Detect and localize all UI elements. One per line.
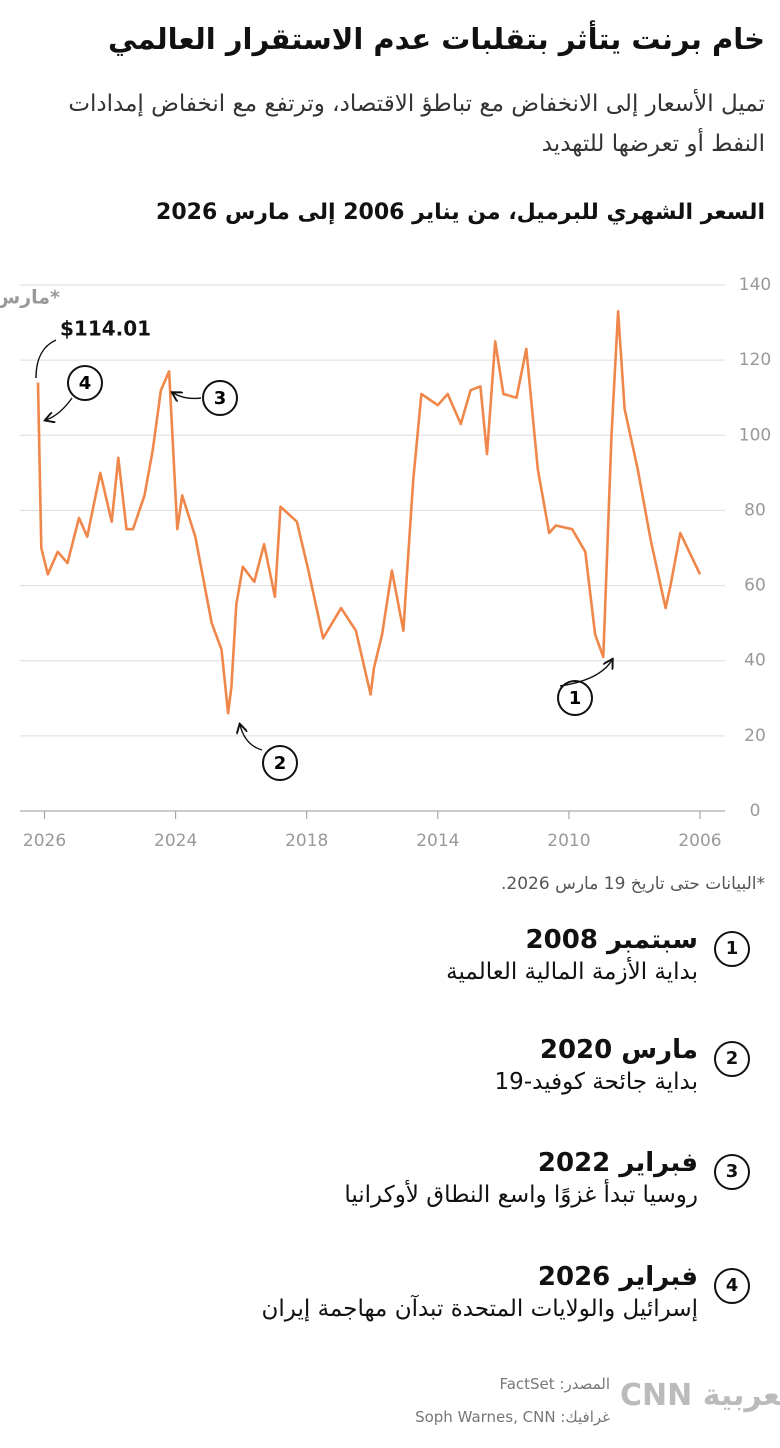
y-tick-label: 80 xyxy=(744,500,766,520)
y-tick-label: 100 xyxy=(739,425,771,445)
marker-number: 2 xyxy=(274,753,287,774)
footnote: *البيانات حتى تاريخ 19 مارس 2026. xyxy=(501,874,765,894)
event-date: فبراير 2026 xyxy=(537,1262,698,1292)
marker-arrow xyxy=(559,660,612,687)
annotation-leader xyxy=(35,339,57,379)
event-number: 2 xyxy=(714,1041,750,1077)
marker-circle xyxy=(202,380,238,416)
event-text: بداية الأزمة المالية العالمية xyxy=(446,959,698,985)
event: 2 مارس 2020 بداية جائحة كوفيد-19 xyxy=(30,1035,750,1095)
event-date: فبراير 2022 xyxy=(537,1148,698,1178)
chart-title: السعر الشهري للبرميل، من يناير 2006 إلى … xyxy=(156,200,765,225)
subtitle: تميل الأسعار إلى الانخفاض مع تباطؤ الاقت… xyxy=(68,91,765,157)
marker-arrow xyxy=(46,397,73,420)
x-tick-label: 2014 xyxy=(416,831,459,851)
x-tick-label: 2026 xyxy=(23,831,66,851)
price-line xyxy=(36,310,702,715)
chart: 0 20 40 60 80 100 120 140 2006 2010 2014 2018 2024 20… xyxy=(0,275,771,851)
event: 4 فبراير 2026 إسرائيل والولايات المتحدة … xyxy=(30,1262,750,1322)
marker-number: 1 xyxy=(569,688,582,709)
title: خام برنت يتأثر بتقلبات عدم الاستقرار الع… xyxy=(107,22,765,56)
logo: CNN العربية xyxy=(620,1378,780,1413)
x-tick-label: 2010 xyxy=(547,831,590,851)
event-text: روسيا تبدأ غزوًا واسع النطاق لأوكرانيا xyxy=(344,1182,698,1208)
event-number: 4 xyxy=(714,1268,750,1304)
event-number: 3 xyxy=(714,1154,750,1190)
y-tick-label: 0 xyxy=(750,801,761,821)
credit: غرافيك: Soph Warnes, CNN xyxy=(415,1408,610,1426)
event-date: مارس 2020 xyxy=(539,1035,698,1065)
marker-circle xyxy=(262,745,298,781)
event-text: إسرائيل والولايات المتحدة تبدآن مهاجمة إ… xyxy=(261,1296,698,1322)
y-tick-label: 60 xyxy=(744,576,766,596)
marker-circle xyxy=(557,680,593,716)
y-tick-label: 120 xyxy=(739,350,771,370)
x-tick-label: 2006 xyxy=(678,831,721,851)
event-date: سبتمبر 2008 xyxy=(525,925,698,955)
y-tick-label: 140 xyxy=(739,275,771,295)
event-text: بداية جائحة كوفيد-19 xyxy=(494,1069,698,1095)
annotation-date: *مارس 2026 xyxy=(0,287,60,309)
x-tick-label: 2024 xyxy=(154,831,197,851)
marker-number: 4 xyxy=(79,373,92,394)
annotation-value: $114.01 xyxy=(60,317,151,341)
marker-arrow xyxy=(240,725,263,751)
event: 1 سبتمبر 2008 بداية الأزمة المالية العال… xyxy=(30,925,750,985)
y-tick-label: 40 xyxy=(744,651,766,671)
marker-number: 3 xyxy=(214,388,227,409)
marker-arrow xyxy=(173,393,202,398)
source: المصدر: FactSet xyxy=(499,1375,610,1393)
y-tick-label: 20 xyxy=(744,726,766,746)
marker-circle xyxy=(67,365,103,401)
event: 3 فبراير 2022 روسيا تبدأ غزوًا واسع النط… xyxy=(30,1148,750,1208)
event-number: 1 xyxy=(714,931,750,967)
x-tick-label: 2018 xyxy=(285,831,328,851)
